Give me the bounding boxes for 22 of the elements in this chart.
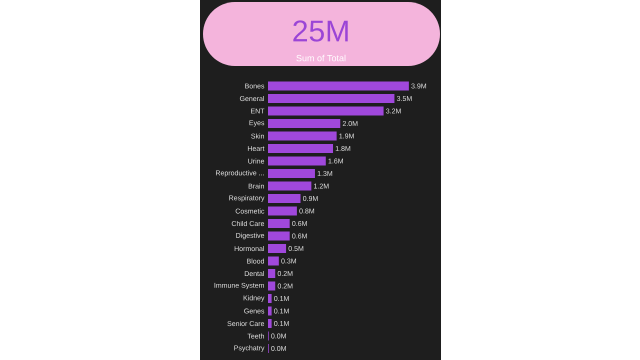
- bar: [268, 82, 409, 91]
- bar: [268, 256, 279, 266]
- bar: [268, 294, 272, 304]
- bar: [268, 219, 290, 228]
- bar: [268, 106, 384, 116]
- bar: [268, 194, 301, 204]
- bar: [268, 132, 337, 141]
- bar: [268, 94, 394, 104]
- bar: [268, 156, 326, 166]
- bar: [268, 169, 315, 178]
- bar: [268, 306, 272, 316]
- bar: [268, 182, 312, 190]
- text: 25M: [293, 20, 348, 42]
- bar: [268, 282, 276, 291]
- bar: [268, 269, 276, 278]
- bar: [268, 206, 297, 216]
- bar: [268, 319, 272, 328]
- bar: [268, 232, 290, 241]
- bar: [268, 144, 334, 154]
- bar: [268, 119, 340, 128]
- text: Sum of Total: [296, 54, 346, 62]
- bar: [268, 244, 286, 254]
